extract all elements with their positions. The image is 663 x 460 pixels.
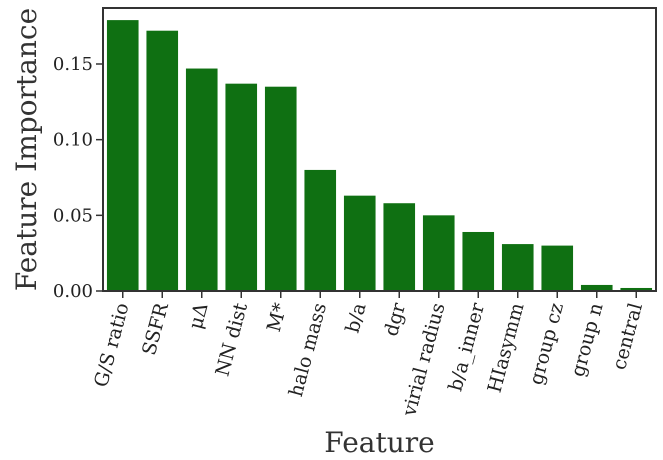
bar-11 bbox=[541, 245, 574, 291]
y-axis-title: Feature Importance bbox=[10, 8, 43, 291]
bar-2 bbox=[185, 68, 218, 291]
y-tick-label: 0.15 bbox=[53, 54, 93, 75]
x-tick-label: b/a bbox=[342, 301, 371, 336]
bar-13 bbox=[620, 287, 653, 291]
bar-0 bbox=[106, 20, 139, 291]
bar-5 bbox=[304, 169, 337, 291]
x-tick-label: SSFR bbox=[138, 300, 173, 358]
x-tick-label: HIasymm bbox=[484, 301, 529, 395]
y-axis-ticks: 0.00 0.05 0.10 0.15 bbox=[53, 54, 103, 302]
plot-frame bbox=[102, 7, 657, 292]
y-tick-label: 0.10 bbox=[53, 130, 93, 151]
bar-3 bbox=[225, 83, 258, 291]
bar-12 bbox=[580, 284, 613, 291]
bar-4 bbox=[264, 86, 297, 291]
bar-8 bbox=[422, 215, 455, 291]
x-tick-label: dgr bbox=[380, 300, 410, 339]
x-tick-label: M* bbox=[263, 300, 292, 334]
x-tick-label: NN dist bbox=[211, 300, 252, 378]
x-tick-label: halo mass bbox=[285, 301, 331, 399]
bar-7 bbox=[383, 203, 416, 291]
x-tick-label: group n bbox=[567, 301, 608, 380]
bar-6 bbox=[343, 195, 376, 291]
y-tick-label: 0.05 bbox=[53, 205, 93, 226]
bar-10 bbox=[501, 244, 534, 291]
bar-9 bbox=[462, 231, 495, 291]
y-tick-label: 0.00 bbox=[53, 281, 93, 302]
x-tick-label: μΔ bbox=[185, 301, 213, 332]
bars-group bbox=[106, 20, 653, 292]
x-tick-label: central bbox=[608, 301, 647, 373]
x-tick-label: G/S ratio bbox=[90, 301, 134, 390]
x-tick-label: b/a_inner bbox=[444, 300, 489, 394]
x-tick-label: group cz bbox=[525, 301, 568, 388]
x-axis-title: Feature bbox=[324, 426, 434, 459]
bar-1 bbox=[146, 30, 179, 292]
